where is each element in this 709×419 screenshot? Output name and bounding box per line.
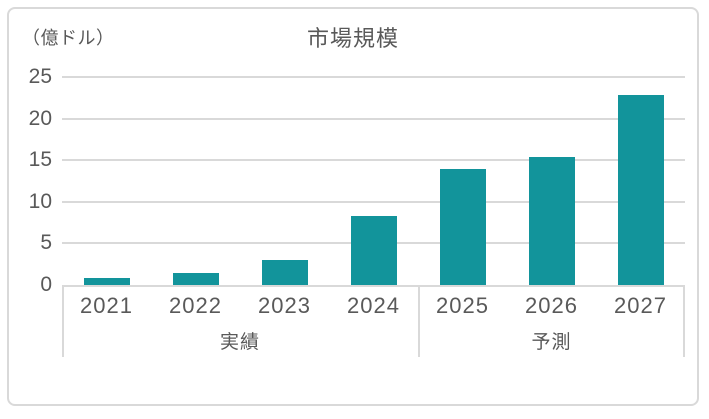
group-label-actual: 実績 [219,332,261,353]
y-axis-unit-label: （億ドル） [22,28,115,48]
plot-area: 25 20 15 10 5 0 [29,65,685,296]
bar-2021 [83,278,130,285]
group-divider-1 [418,285,420,357]
x-tick-label-2021: 2021 [80,293,133,318]
x-tick-label-2023: 2023 [258,293,311,318]
bar-2023 [261,260,308,285]
x-tick-label-2026: 2026 [525,293,578,318]
bar-2025 [439,169,486,285]
bar-2026 [528,157,575,285]
x-tick-label-2024: 2024 [347,293,400,318]
y-tick-label-25: 25 [28,65,52,88]
bar-2022 [172,273,219,285]
group-divider-2 [683,285,685,357]
x-tick-label-2027: 2027 [614,293,667,318]
bar-2024 [350,216,397,285]
group-label-forecast: 予測 [531,332,572,353]
x-tick-label-2022: 2022 [169,293,222,318]
gridline-y-25 [62,76,685,78]
y-tick-label-0: 0 [40,273,52,296]
gridline-y-10 [62,200,685,203]
bar-2027 [617,95,664,285]
gridline-y-15 [62,159,685,162]
chart-frame: （億ドル） 市場規模 25 20 15 10 5 0 2021 2022 2023 2024 20… [7,7,699,406]
x-axis-labels: 2021 2022 2023 2024 2025 2026 2027 [62,293,685,323]
chart-title: 市場規模 [306,26,399,51]
x-tick-label-2025: 2025 [436,293,489,318]
category-group-row: 実績 予測 [62,285,685,357]
group-divider-0 [62,285,64,357]
y-tick-label-20: 20 [28,106,52,130]
y-tick-label-15: 15 [28,148,52,172]
y-tick-label-10: 10 [28,189,52,213]
gridline-y-20 [62,117,685,120]
x-axis-line [62,285,685,287]
y-tick-label-5: 5 [40,231,52,255]
